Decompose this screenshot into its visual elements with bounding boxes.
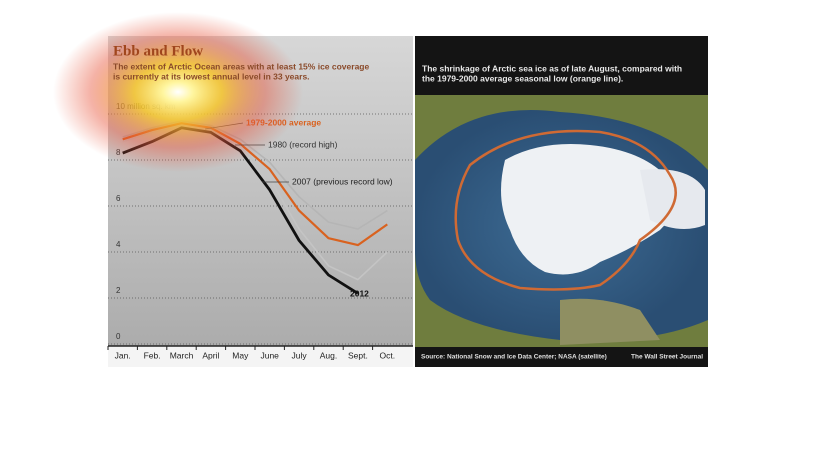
source: Source: National Snow and Ice Data Cente… xyxy=(421,354,607,361)
sea-ice xyxy=(501,144,677,275)
x-tick-label: Oct. xyxy=(380,350,396,360)
x-tick-label: April xyxy=(202,350,219,360)
map-footer xyxy=(415,347,708,367)
x-tick-label: Aug. xyxy=(320,350,338,360)
y-tick-label: 4 xyxy=(116,240,121,249)
average-extent-line xyxy=(454,129,677,291)
y-tick-label: 0 xyxy=(116,332,121,341)
map-caption: The shrinkage of Arctic sea ice as of la… xyxy=(422,63,682,73)
y-tick-label: 6 xyxy=(116,194,121,203)
x-tick-label: Feb. xyxy=(144,350,161,360)
x-tick-label: Sept. xyxy=(348,350,368,360)
x-tick-label: May xyxy=(232,350,249,360)
x-tick-label: July xyxy=(292,350,308,360)
x-tick-label: Jan. xyxy=(115,350,131,360)
land xyxy=(560,298,660,345)
y-tick-label: 2 xyxy=(116,286,121,295)
sea-ice xyxy=(640,169,705,229)
axis-band xyxy=(108,346,413,367)
x-tick-label: March xyxy=(170,350,194,360)
glare xyxy=(53,12,303,172)
map xyxy=(415,95,708,367)
map-caption: the 1979-2000 average seasonal low (oran… xyxy=(422,73,623,83)
series-label: 2007 (previous record low) xyxy=(292,176,393,186)
series-label: 2012 xyxy=(350,288,369,298)
credit: The Wall Street Journal xyxy=(631,354,703,361)
x-tick-label: June xyxy=(260,350,279,360)
chart-subtitle: is currently at its lowest annual level … xyxy=(113,71,310,81)
chart-subtitle: The extent of Arctic Ocean areas with at… xyxy=(113,61,369,71)
chart-title: Ebb and Flow xyxy=(113,43,203,59)
series-label: 1980 (record high) xyxy=(268,139,338,149)
